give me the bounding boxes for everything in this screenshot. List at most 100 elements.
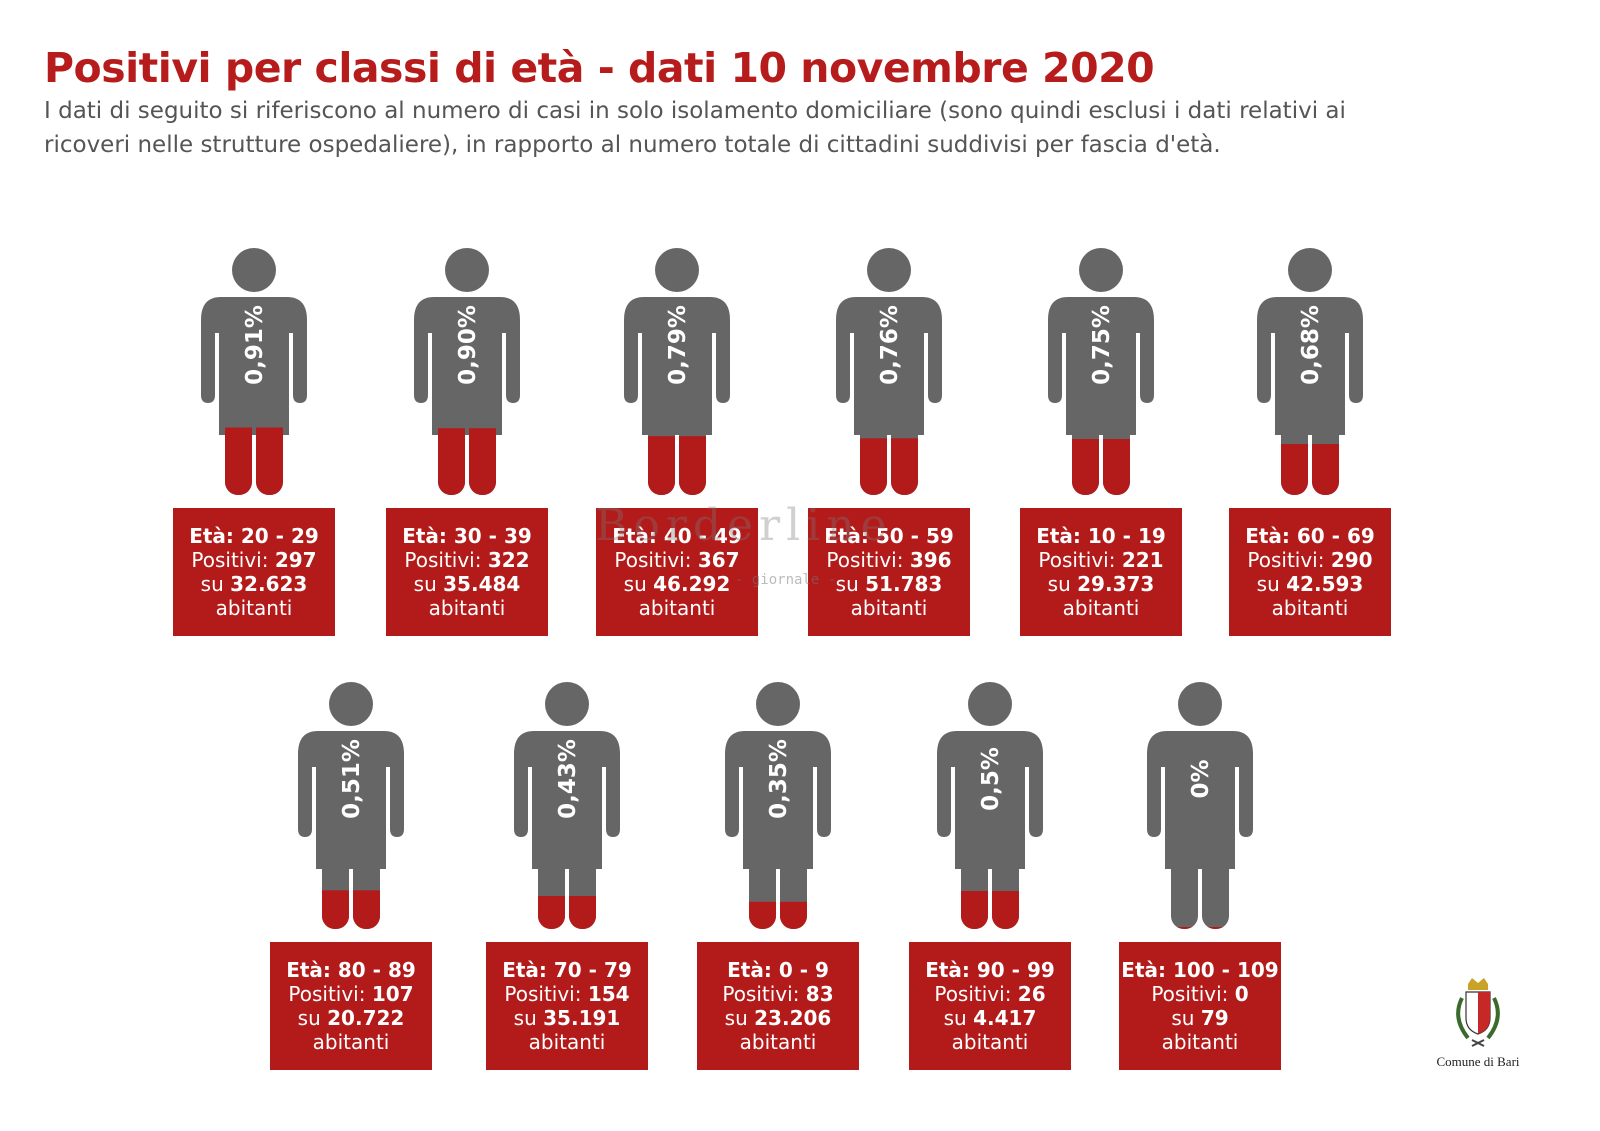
population-label: su 20.722 <box>297 1006 405 1030</box>
page-title: Positivi per classi di età - dati 10 nov… <box>44 44 1155 92</box>
population-label: su 29.373 <box>1047 572 1155 596</box>
person-figure: 0,5% <box>935 679 1045 929</box>
age-label: Età: 30 - 39 <box>402 524 532 548</box>
age-group-box: Età: 0 - 9 Positivi: 83 su 23.206 abitan… <box>697 942 859 1070</box>
torso-arms <box>1147 731 1253 869</box>
age-label: Età: 80 - 89 <box>286 958 416 982</box>
positives-label: Positivi: 83 <box>722 982 834 1006</box>
head <box>1288 248 1332 292</box>
person-figure: 0,79% <box>622 245 732 495</box>
percent-label: 0,76% <box>877 305 903 385</box>
person-figure: 0,35% <box>723 679 833 929</box>
percent-label: 0,75% <box>1089 305 1115 385</box>
head <box>232 248 276 292</box>
residents-label: abitanti <box>528 1030 606 1054</box>
person-figure: 0% <box>1145 679 1255 929</box>
age-group-box: Età: 80 - 89 Positivi: 107 su 20.722 abi… <box>270 942 432 1070</box>
percent-label: 0% <box>1188 759 1214 798</box>
age-label: Età: 50 - 59 <box>824 524 954 548</box>
positives-label: Positivi: 396 <box>826 548 952 572</box>
residents-label: abitanti <box>638 596 716 620</box>
person-figure: 0,43% <box>512 679 622 929</box>
percent-fill-mark <box>1171 927 1229 929</box>
percent-label: 0,91% <box>242 305 268 385</box>
percent-fill-mark <box>1072 439 1130 495</box>
residents-label: abitanti <box>850 596 928 620</box>
age-label: Età: 70 - 79 <box>502 958 632 982</box>
population-label: su 79 <box>1171 1006 1229 1030</box>
head <box>445 248 489 292</box>
person-figure: 0,90% <box>412 245 522 495</box>
head <box>1079 248 1123 292</box>
age-label: Età: 40 - 49 <box>612 524 742 548</box>
head <box>867 248 911 292</box>
positives-label: Positivi: 26 <box>934 982 1046 1006</box>
population-label: su 4.417 <box>943 1006 1037 1030</box>
person-figure: 0,91% <box>199 245 309 495</box>
residents-label: abitanti <box>428 596 506 620</box>
age-group-box: Età: 90 - 99 Positivi: 26 su 4.417 abita… <box>909 942 1071 1070</box>
percent-fill-mark <box>1281 444 1339 495</box>
head <box>1178 682 1222 726</box>
head <box>756 682 800 726</box>
percent-label: 0,35% <box>766 739 792 819</box>
watermark-sub: - giornale - <box>735 572 837 588</box>
positives-label: Positivi: 107 <box>288 982 414 1006</box>
percent-label: 0,79% <box>665 305 691 385</box>
positives-label: Positivi: 290 <box>1247 548 1373 572</box>
age-group-box: Età: 50 - 59 Positivi: 396 su 51.783 abi… <box>808 508 970 636</box>
positives-label: Positivi: 322 <box>404 548 530 572</box>
person-figure: 0,75% <box>1046 245 1156 495</box>
positives-label: Positivi: 154 <box>504 982 630 1006</box>
percent-fill-mark <box>648 436 706 495</box>
residents-label: abitanti <box>739 1030 817 1054</box>
comune-di-bari-logo: Comune di Bari <box>1418 978 1538 1070</box>
person-figure: 0,68% <box>1255 245 1365 495</box>
person-figure: 0,51% <box>296 679 406 929</box>
percent-fill-mark <box>225 427 283 495</box>
residents-label: abitanti <box>1062 596 1140 620</box>
population-label: su 46.292 <box>623 572 731 596</box>
percent-label: 0,43% <box>555 739 581 819</box>
age-group-box: Età: 100 - 109 Positivi: 0 su 79 abitant… <box>1119 942 1281 1070</box>
residents-label: abitanti <box>951 1030 1029 1054</box>
percent-label: 0,90% <box>455 305 481 385</box>
residents-label: abitanti <box>312 1030 390 1054</box>
age-group-box: Età: 10 - 19 Positivi: 221 su 29.373 abi… <box>1020 508 1182 636</box>
logo-text: Comune di Bari <box>1436 1054 1520 1069</box>
age-group-box: Età: 20 - 29 Positivi: 297 su 32.623 abi… <box>173 508 335 636</box>
age-group-box: Età: 40 - 49 Positivi: 367 su 46.292 abi… <box>596 508 758 636</box>
positives-label: Positivi: 367 <box>614 548 740 572</box>
percent-label: 0,68% <box>1298 305 1324 385</box>
page-subtitle: I dati di seguito si riferiscono al nume… <box>44 98 1346 158</box>
percent-label: 0,51% <box>339 739 365 819</box>
positives-label: Positivi: 0 <box>1151 982 1249 1006</box>
population-label: su 35.191 <box>513 1006 621 1030</box>
percent-label: 0,5% <box>978 747 1004 811</box>
positives-label: Positivi: 221 <box>1038 548 1164 572</box>
percent-fill-mark <box>961 891 1019 929</box>
percent-fill-mark <box>438 428 496 495</box>
head <box>968 682 1012 726</box>
age-label: Età: 20 - 29 <box>189 524 319 548</box>
age-label: Età: 10 - 19 <box>1036 524 1166 548</box>
population-label: su 35.484 <box>413 572 521 596</box>
population-label: su 32.623 <box>200 572 308 596</box>
age-label: Età: 90 - 99 <box>925 958 1055 982</box>
age-label: Età: 60 - 69 <box>1245 524 1375 548</box>
residents-label: abitanti <box>1161 1030 1239 1054</box>
positives-label: Positivi: 297 <box>191 548 317 572</box>
age-group-box: Età: 30 - 39 Positivi: 322 su 35.484 abi… <box>386 508 548 636</box>
head <box>329 682 373 726</box>
age-label: Età: 100 - 109 <box>1121 958 1279 982</box>
age-label: Età: 0 - 9 <box>727 958 829 982</box>
percent-fill-mark <box>860 438 918 495</box>
head <box>655 248 699 292</box>
percent-fill-mark <box>538 896 596 929</box>
percent-fill-mark <box>749 901 807 929</box>
population-label: su 51.783 <box>835 572 943 596</box>
population-label: su 23.206 <box>724 1006 832 1030</box>
residents-label: abitanti <box>1271 596 1349 620</box>
head <box>545 682 589 726</box>
population-label: su 42.593 <box>1256 572 1364 596</box>
